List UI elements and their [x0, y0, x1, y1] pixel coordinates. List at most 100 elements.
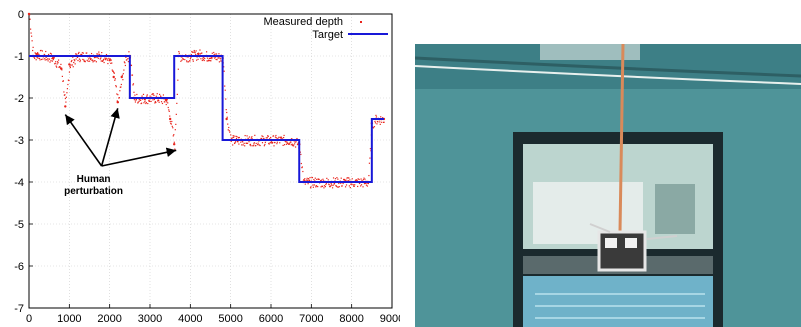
measured-depth-point [240, 141, 242, 143]
measured-depth-point [102, 60, 104, 62]
measured-depth-point [372, 127, 375, 129]
measured-depth-point [216, 59, 218, 61]
measured-depth-point [364, 178, 366, 180]
measured-depth-point [30, 32, 32, 34]
measured-depth-point [152, 93, 155, 95]
measured-depth-point [143, 102, 145, 104]
measured-depth-point [168, 117, 172, 121]
measured-depth-point [186, 60, 188, 62]
measured-depth-point [197, 58, 199, 60]
measured-depth-point [337, 178, 339, 180]
measured-depth-point [225, 98, 227, 100]
measured-depth-point [173, 134, 175, 136]
measured-depth-point [215, 56, 217, 58]
measured-depth-point [43, 53, 45, 56]
measured-depth-point [337, 186, 339, 188]
measured-depth-point [302, 170, 304, 173]
measured-depth-point [146, 95, 148, 97]
measured-depth-point [55, 61, 57, 63]
measured-depth-point [175, 113, 177, 115]
measured-depth-point [51, 60, 53, 62]
measured-depth-point [291, 138, 293, 140]
measured-depth-point [189, 58, 192, 60]
measured-depth-point [291, 143, 293, 145]
measured-depth-point [34, 57, 36, 59]
measured-depth-point [64, 94, 66, 96]
measured-depth-point [159, 93, 161, 96]
measured-depth-point [41, 50, 44, 52]
measured-depth-point [93, 60, 95, 62]
measured-depth-point [248, 136, 251, 138]
measured-depth-point [272, 135, 275, 137]
measured-depth-point [294, 143, 296, 145]
measured-depth-point [111, 62, 113, 64]
measured-depth-point [331, 187, 334, 189]
measured-depth-point [335, 184, 337, 187]
measured-depth-point [274, 136, 277, 138]
measured-depth-point [164, 98, 168, 102]
measured-depth-point [144, 100, 146, 103]
measured-depth-point [71, 64, 73, 66]
measured-depth-point [176, 93, 178, 95]
measured-depth-point [158, 99, 160, 102]
measured-depth-point [377, 121, 379, 123]
measured-depth-point [157, 100, 159, 102]
annotation-label-line1: Human [77, 174, 111, 185]
measured-depth-point [334, 180, 336, 182]
measured-depth-point [100, 57, 102, 59]
measured-depth-point [290, 144, 292, 146]
measured-depth-point [105, 57, 107, 59]
measured-depth-point [135, 99, 137, 101]
measured-depth-point [304, 183, 306, 185]
measured-depth-point [35, 53, 37, 55]
measured-depth-point [30, 28, 32, 30]
measured-depth-point [327, 179, 329, 181]
measured-depth-point [379, 121, 381, 123]
measured-depth-point [255, 145, 257, 147]
measured-depth-point [115, 85, 117, 87]
measured-depth-point [178, 50, 180, 53]
measured-depth-point [71, 59, 73, 62]
measured-depth-point [303, 179, 305, 181]
measured-depth-point [312, 184, 314, 186]
measured-depth-point [359, 185, 362, 187]
measured-depth-point [225, 109, 227, 111]
measured-depth-point [149, 100, 151, 103]
measured-depth-point [87, 60, 89, 62]
measured-depth-point [55, 65, 57, 67]
measured-depth-point [133, 99, 136, 101]
measured-depth-point [261, 135, 263, 137]
measured-depth-point [286, 141, 288, 143]
measured-depth-point [210, 56, 212, 59]
measured-depth-point [191, 50, 193, 53]
measured-depth-point [209, 60, 211, 62]
measured-depth-point [363, 183, 366, 185]
measured-depth-point [153, 94, 155, 97]
measured-depth-point [125, 56, 127, 58]
measured-depth-point [338, 186, 340, 188]
measured-depth-point [184, 58, 186, 61]
measured-depth-point [319, 180, 322, 182]
measured-depth-point [230, 140, 232, 142]
measured-depth-point [181, 59, 183, 61]
measured-depth-point [261, 142, 264, 144]
measured-depth-point [313, 178, 315, 181]
measured-depth-point [275, 134, 277, 137]
measured-depth-point [253, 143, 255, 145]
measured-depth-point [233, 142, 236, 145]
measured-depth-point [231, 137, 233, 140]
x-tick-label: 5000 [218, 313, 242, 325]
measured-depth-point [47, 60, 49, 62]
window-lower-glass [523, 276, 713, 327]
measured-depth-point [166, 101, 168, 103]
measured-depth-point [328, 184, 330, 186]
legend-label-target: Target [312, 29, 343, 41]
measured-depth-point [104, 58, 106, 60]
measured-depth-point [364, 182, 367, 185]
measured-depth-point [175, 123, 177, 125]
measured-depth-point [37, 52, 39, 54]
measured-depth-point [138, 100, 140, 102]
measured-depth-point [40, 58, 43, 61]
